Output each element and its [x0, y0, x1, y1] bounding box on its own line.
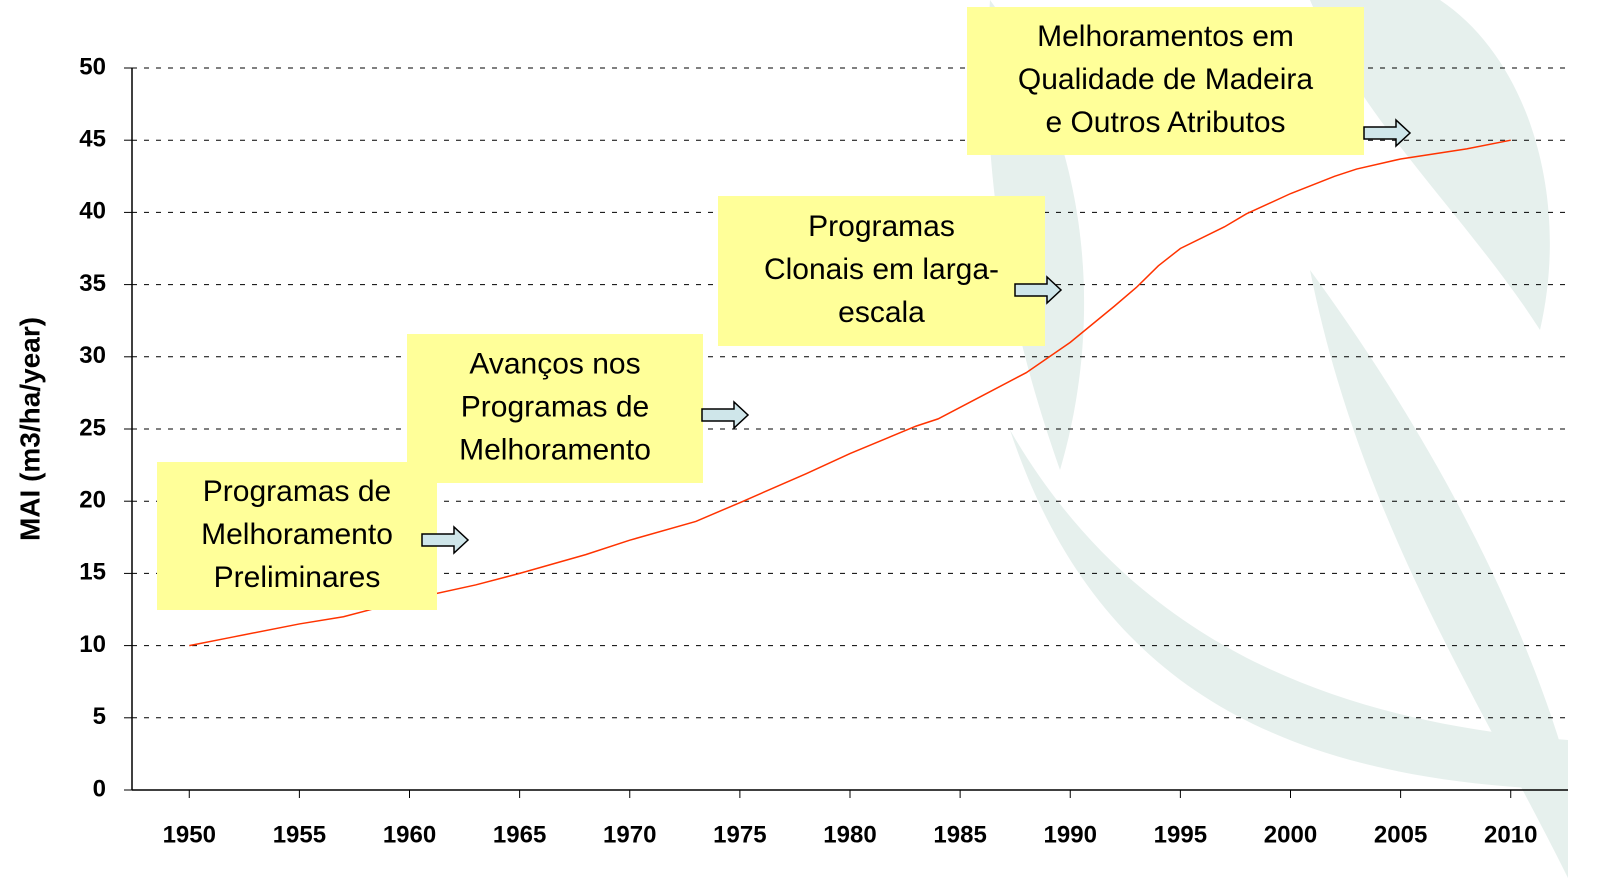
x-tick-label: 1995 — [1154, 821, 1207, 848]
x-tick-label: 2010 — [1484, 821, 1537, 848]
annotation: Avanços nos Programas de Melhoramento — [407, 334, 748, 483]
x-tick-label: 1960 — [383, 821, 436, 848]
annotation: Programas Clonais em larga-escala — [718, 196, 1061, 346]
x-tick-label: 1970 — [603, 821, 656, 848]
annotation-text: Melhoramentos em — [1037, 20, 1294, 53]
x-tick-label: 1950 — [163, 821, 216, 848]
x-tick-label: 1975 — [713, 821, 766, 848]
y-axis-label: MAI (m3/ha/year) — [14, 317, 45, 541]
x-tick-label: 1990 — [1044, 821, 1097, 848]
y-tick-label: 15 — [79, 559, 106, 586]
annotation-text: Preliminares — [214, 561, 381, 594]
annotation-text: escala — [838, 296, 925, 329]
y-tick-label: 45 — [79, 126, 106, 153]
x-tick-label: 1965 — [493, 821, 546, 848]
y-tick-label: 35 — [79, 270, 106, 297]
chart: MAI (m3/ha/year) 0 5 10 15 20 25 30 35 40 45 50 195… — [0, 0, 1610, 878]
annotation-text: Melhoramento — [459, 433, 651, 466]
annotation-text: Programas de — [203, 475, 391, 508]
x-tick-label: 1985 — [933, 821, 986, 848]
y-tick-label: 50 — [79, 53, 106, 80]
x-tick-label: 1980 — [823, 821, 876, 848]
y-tick-label: 25 — [79, 414, 106, 441]
y-tick-label: 0 — [93, 775, 106, 802]
y-tick-label: 20 — [79, 487, 106, 514]
y-tick-label: 40 — [79, 198, 106, 225]
annotation: Melhoramentos em Qualidade de Madeira e Ou… — [967, 7, 1410, 155]
annotation-text: Avanços nos — [469, 347, 640, 380]
x-tick-label: 2000 — [1264, 821, 1317, 848]
annotation-arrow — [702, 402, 748, 428]
x-tick-label: 1955 — [273, 821, 326, 848]
x-tick-label: 2005 — [1374, 821, 1427, 848]
annotation-text: Programas de — [461, 390, 649, 423]
annotation: Programas de Melhoramento Preliminares — [157, 462, 468, 610]
annotation-text: Melhoramento — [201, 518, 393, 551]
y-tick-label: 5 — [93, 703, 106, 730]
annotation-text: Clonais em larga- — [764, 253, 999, 286]
y-tick-label: 10 — [79, 631, 106, 658]
y-tick-label: 30 — [79, 342, 106, 369]
annotation-text: e Outros Atributos — [1045, 106, 1285, 139]
annotation-text: Programas — [808, 210, 955, 243]
annotation-text: Qualidade de Madeira — [1018, 63, 1314, 96]
